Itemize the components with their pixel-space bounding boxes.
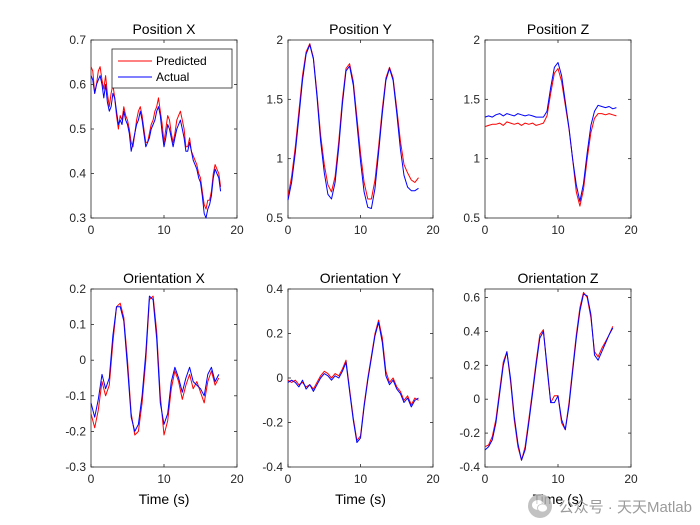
- x-tick-label: 0: [482, 472, 489, 486]
- plot-area: [484, 39, 632, 219]
- y-tick-label: 0.6: [69, 78, 86, 92]
- series-line-actual: [287, 44, 419, 209]
- y-tick-label: -0.2: [459, 426, 480, 440]
- legend-label-predicted: Predicted: [156, 54, 207, 68]
- x-tick-label: 10: [354, 223, 368, 237]
- subplot-3: 0 10 20 0.5 1 1.5 2 Position Z: [463, 21, 638, 237]
- y-tick-label: -0.2: [262, 416, 283, 430]
- y-tick-label: -0.2: [65, 424, 86, 438]
- x-axis-label: Time (s): [139, 491, 190, 507]
- y-tick-label: 1: [473, 152, 480, 166]
- subplot-2: 0 10 20 0.5 1 1.5 2 Position Y: [266, 21, 440, 237]
- y-tick-label: 1.5: [463, 92, 480, 106]
- y-tick-label: 0.5: [266, 211, 283, 225]
- y-tick-label: -0.4: [262, 460, 283, 474]
- y-tick-label: 0.2: [69, 282, 86, 296]
- x-axis-label: Time (s): [335, 491, 386, 507]
- y-tick-label: 0.4: [69, 167, 86, 181]
- series-line-actual: [90, 75, 222, 219]
- x-tick-label: 0: [285, 223, 292, 237]
- y-tick-label: 0: [79, 353, 86, 367]
- legend-box: [111, 48, 233, 89]
- y-tick-label: 0.7: [69, 33, 86, 47]
- plot-area: [287, 39, 434, 219]
- subplot-5: 0 10 20 -0.4 -0.2 0 0.2 0.4 Orientation Y Time (s…: [262, 270, 440, 507]
- series-lines: [287, 43, 419, 209]
- chart-title: Orientation X: [123, 270, 205, 286]
- y-tick-label: -0.1: [65, 389, 86, 403]
- chart-title: Position Z: [527, 21, 590, 37]
- x-tick-label: 20: [426, 223, 440, 237]
- x-tick-label: 10: [551, 472, 565, 486]
- y-tick-label: 0.4: [266, 282, 283, 296]
- series-line-actual: [90, 295, 220, 432]
- y-tick-label: -0.4: [459, 460, 480, 474]
- x-tick-label: 0: [88, 223, 95, 237]
- legend-label-actual: Actual: [156, 70, 189, 84]
- x-tick-label: 20: [426, 472, 440, 486]
- y-tick-label: 0.5: [69, 122, 86, 136]
- series-lines: [90, 295, 220, 436]
- watermark: 公众号 · 天天Matlab: [527, 493, 692, 519]
- x-tick-label: 10: [157, 472, 171, 486]
- x-tick-label: 10: [157, 223, 171, 237]
- y-tick-label: 0.5: [463, 211, 480, 225]
- y-tick-label: 1: [276, 152, 283, 166]
- y-tick-label: 2: [473, 33, 480, 47]
- subplot-1: 0 10 20 0.3 0.4 0.5 0.6 0.7 Position X Predicted A…: [69, 21, 244, 237]
- y-tick-label: 0.2: [266, 327, 283, 341]
- y-tick-label: 0.3: [69, 211, 86, 225]
- series-line-predicted: [287, 43, 419, 200]
- x-tick-label: 20: [624, 223, 638, 237]
- series-line-actual: [484, 293, 614, 461]
- x-tick-label: 20: [624, 472, 638, 486]
- chart-title: Position Y: [329, 21, 392, 37]
- x-tick-label: 10: [551, 223, 565, 237]
- series-lines: [287, 319, 419, 443]
- x-tick-label: 10: [354, 472, 368, 486]
- series-lines: [484, 62, 617, 207]
- chart-title: Orientation Y: [320, 270, 402, 286]
- y-tick-label: 0: [473, 392, 480, 406]
- y-tick-label: -0.3: [65, 460, 86, 474]
- series-line-actual: [484, 62, 617, 202]
- y-tick-label: 0.6: [463, 290, 480, 304]
- x-tick-label: 20: [230, 472, 244, 486]
- chart-title: Orientation Z: [518, 270, 599, 286]
- watermark-text: 公众号 · 天天Matlab: [558, 498, 692, 516]
- x-tick-label: 20: [230, 223, 244, 237]
- y-tick-label: 0: [276, 371, 283, 385]
- wechat-icon: [527, 494, 552, 518]
- y-tick-label: 2: [276, 33, 283, 47]
- chart-title: Position X: [132, 21, 196, 37]
- y-tick-label: 1.5: [266, 92, 283, 106]
- series-line-actual: [287, 321, 419, 443]
- y-tick-label: 0.1: [69, 318, 86, 332]
- x-tick-label: 0: [285, 472, 292, 486]
- x-tick-label: 0: [482, 223, 489, 237]
- plot-area: [287, 288, 434, 468]
- subplot-4: 0 10 20 -0.3 -0.2 -0.1 0 0.1 0.2 Orientation X Tim…: [65, 270, 244, 507]
- plot-area: [90, 288, 238, 468]
- series-line-predicted: [484, 68, 617, 207]
- x-tick-label: 0: [88, 472, 95, 486]
- series-lines: [484, 291, 614, 461]
- y-tick-label: 0.4: [463, 324, 480, 338]
- plot-area: [484, 288, 632, 468]
- legend: Predicted Actual: [111, 48, 233, 89]
- y-tick-label: 0.2: [463, 358, 480, 372]
